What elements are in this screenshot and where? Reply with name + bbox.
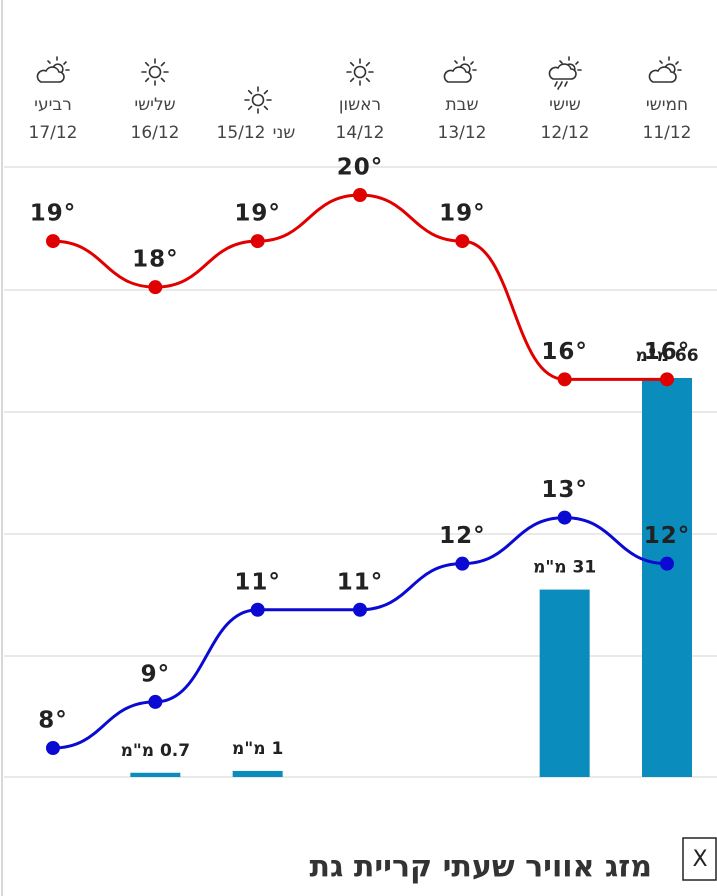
day-date: 17/12	[29, 123, 78, 143]
temp-dot	[660, 372, 674, 387]
temp-dot	[46, 741, 60, 755]
temp-dot	[455, 556, 470, 571]
weather-icon	[548, 56, 582, 90]
day-name: רביעי	[34, 95, 72, 115]
temp-dot	[250, 234, 265, 249]
weather-icon	[141, 58, 169, 86]
temp-label: 12°	[644, 523, 691, 549]
precip-bar	[539, 589, 590, 777]
temp-label: 11°	[234, 569, 281, 595]
temp-label: 16°	[644, 339, 691, 365]
precip-bar	[232, 770, 283, 777]
day-date: 15/12	[217, 123, 266, 143]
day-date: 16/12	[131, 123, 180, 143]
temp-label: 19°	[234, 201, 281, 227]
temp-label: 19°	[30, 201, 77, 227]
precip-label: 0.7 מ"מ	[121, 741, 191, 761]
temp-dot	[557, 510, 572, 525]
temp-dot	[250, 602, 265, 617]
temp-dot	[353, 188, 367, 202]
precip-label: 66 מ"מ	[635, 346, 698, 366]
day-date: 12/12	[541, 123, 590, 143]
temp-dot	[660, 556, 674, 571]
day-name: שלישי	[134, 95, 175, 115]
temp-label: 13°	[541, 477, 588, 503]
temp-dot	[353, 602, 367, 617]
day-name: ראשון	[339, 95, 381, 115]
temp-dot	[46, 234, 60, 249]
close-label[interactable]: X	[692, 847, 707, 872]
temp-label: 18°	[132, 247, 179, 273]
temp-dot	[148, 280, 163, 295]
day-date: 13/12	[438, 123, 487, 143]
day-name: שישי	[549, 95, 581, 115]
temp-label: 11°	[337, 569, 384, 595]
temp-label: 12°	[439, 523, 486, 549]
weather-icon	[648, 56, 682, 83]
temp-label: 20°	[337, 155, 384, 181]
day-date: 11/12	[643, 123, 692, 143]
precip-label: 1 מ"מ	[232, 739, 283, 759]
temp-dot	[557, 372, 572, 387]
temp-dot	[148, 694, 163, 709]
temp-label: 9°	[141, 661, 171, 687]
close-button[interactable]	[682, 837, 717, 881]
day-date: 14/12	[336, 123, 385, 143]
weather-icon	[346, 58, 374, 86]
temp-dot	[455, 234, 470, 249]
precip-bar	[130, 772, 181, 777]
weather-icon	[244, 86, 272, 114]
section-title: מזג אוויר שעתי קריית גת	[310, 850, 653, 885]
day-name: שבת	[445, 95, 478, 115]
temp-label: 8°	[38, 708, 68, 734]
precip-bar	[642, 378, 692, 777]
precip-label: 31 מ"מ	[533, 558, 596, 578]
temp-label: 19°	[439, 201, 486, 227]
temp-label: 16°	[541, 339, 588, 365]
day-name: שני	[273, 123, 296, 143]
weather-icon	[443, 56, 477, 83]
day-name: חמישי	[646, 95, 688, 115]
weather-icon	[36, 56, 70, 83]
